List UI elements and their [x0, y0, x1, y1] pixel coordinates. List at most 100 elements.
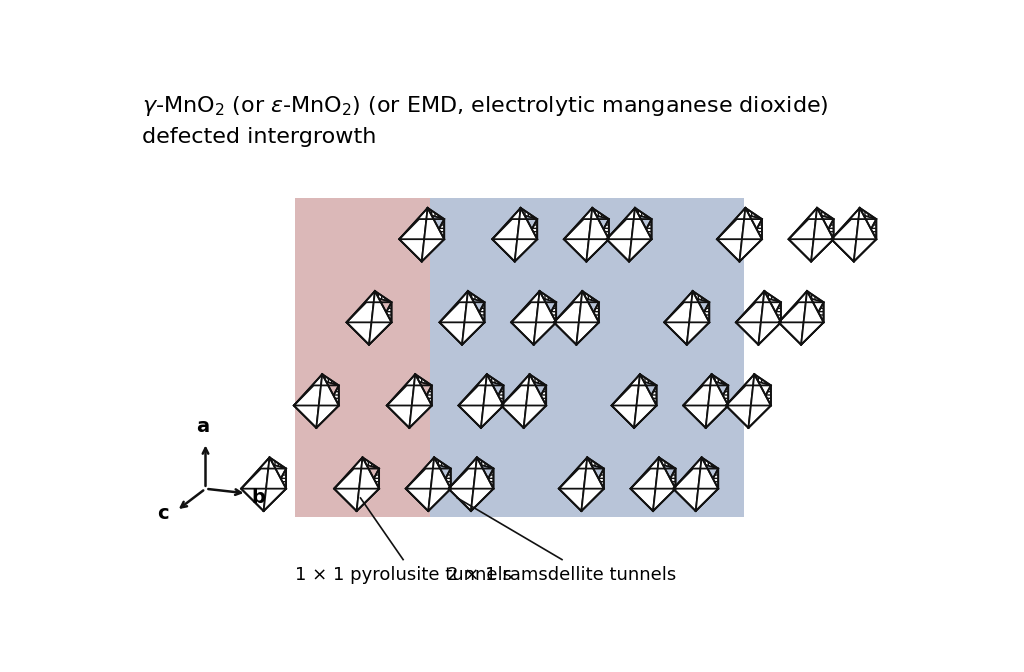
- Polygon shape: [462, 291, 484, 345]
- Polygon shape: [523, 386, 546, 428]
- Polygon shape: [360, 458, 379, 468]
- Text: b: b: [251, 489, 265, 507]
- Polygon shape: [653, 458, 676, 511]
- Polygon shape: [515, 219, 538, 261]
- Polygon shape: [753, 374, 771, 386]
- Polygon shape: [419, 208, 428, 219]
- Polygon shape: [743, 208, 762, 219]
- Polygon shape: [356, 458, 379, 511]
- Polygon shape: [511, 291, 540, 345]
- Polygon shape: [854, 208, 877, 261]
- Polygon shape: [531, 291, 540, 302]
- Polygon shape: [858, 208, 877, 219]
- Polygon shape: [582, 458, 604, 511]
- Polygon shape: [422, 219, 444, 261]
- Polygon shape: [478, 374, 486, 386]
- Text: defected intergrowth: defected intergrowth: [142, 127, 377, 147]
- Polygon shape: [587, 208, 609, 261]
- Polygon shape: [410, 386, 432, 428]
- Polygon shape: [579, 458, 588, 468]
- Polygon shape: [449, 468, 471, 511]
- Polygon shape: [759, 302, 781, 345]
- Polygon shape: [737, 208, 745, 219]
- Polygon shape: [475, 458, 494, 468]
- Polygon shape: [717, 208, 745, 261]
- Polygon shape: [387, 386, 410, 428]
- Polygon shape: [521, 374, 529, 386]
- Text: $\gamma$-MnO$_2$ (or $\epsilon$-MnO$_2$) (or EMD, electrolytic manganese dioxide: $\gamma$-MnO$_2$ (or $\epsilon$-MnO$_2$)…: [142, 93, 828, 118]
- Polygon shape: [573, 291, 583, 302]
- Bar: [430, 198, 744, 517]
- Polygon shape: [534, 291, 556, 345]
- Polygon shape: [629, 219, 651, 261]
- Polygon shape: [399, 219, 422, 261]
- Polygon shape: [851, 208, 860, 219]
- Polygon shape: [673, 458, 701, 511]
- Polygon shape: [577, 302, 599, 345]
- Polygon shape: [653, 468, 676, 511]
- Polygon shape: [634, 386, 656, 428]
- Polygon shape: [369, 302, 391, 345]
- Polygon shape: [638, 374, 656, 386]
- Polygon shape: [710, 374, 728, 386]
- Polygon shape: [294, 386, 316, 428]
- Polygon shape: [801, 291, 823, 345]
- Polygon shape: [577, 291, 599, 345]
- Polygon shape: [410, 374, 432, 428]
- Polygon shape: [673, 468, 695, 511]
- Polygon shape: [294, 374, 323, 428]
- Polygon shape: [485, 374, 504, 386]
- Polygon shape: [538, 291, 556, 302]
- Polygon shape: [756, 291, 764, 302]
- Polygon shape: [693, 458, 701, 468]
- Polygon shape: [406, 468, 428, 511]
- Polygon shape: [582, 468, 604, 511]
- Polygon shape: [367, 291, 375, 302]
- Polygon shape: [631, 468, 653, 511]
- Polygon shape: [815, 208, 834, 219]
- Polygon shape: [493, 208, 520, 261]
- Polygon shape: [627, 208, 635, 219]
- Polygon shape: [554, 302, 577, 345]
- Polygon shape: [414, 374, 432, 386]
- Polygon shape: [449, 458, 477, 511]
- Polygon shape: [481, 386, 504, 428]
- Polygon shape: [428, 468, 451, 511]
- Polygon shape: [316, 374, 339, 428]
- Polygon shape: [261, 458, 269, 468]
- Polygon shape: [606, 219, 629, 261]
- Polygon shape: [745, 374, 755, 386]
- Polygon shape: [346, 291, 375, 345]
- Polygon shape: [633, 208, 651, 219]
- Polygon shape: [422, 208, 444, 261]
- Polygon shape: [699, 458, 718, 468]
- Polygon shape: [631, 458, 659, 511]
- Polygon shape: [426, 458, 434, 468]
- Polygon shape: [519, 208, 538, 219]
- Polygon shape: [471, 468, 494, 511]
- Polygon shape: [267, 458, 286, 468]
- Polygon shape: [559, 468, 582, 511]
- Polygon shape: [346, 302, 369, 345]
- Text: c: c: [157, 505, 169, 523]
- Polygon shape: [313, 374, 323, 386]
- Polygon shape: [587, 219, 609, 261]
- Polygon shape: [706, 386, 728, 428]
- Polygon shape: [581, 291, 599, 302]
- Polygon shape: [512, 208, 520, 219]
- Polygon shape: [471, 458, 494, 511]
- Polygon shape: [687, 291, 710, 345]
- Polygon shape: [684, 291, 692, 302]
- Polygon shape: [788, 208, 817, 261]
- Polygon shape: [739, 219, 762, 261]
- Text: 1 × 1 pyrolusite tunnels: 1 × 1 pyrolusite tunnels: [295, 566, 512, 584]
- Polygon shape: [808, 208, 817, 219]
- Polygon shape: [493, 219, 515, 261]
- Polygon shape: [778, 291, 807, 345]
- Polygon shape: [749, 374, 771, 428]
- Polygon shape: [460, 291, 468, 302]
- Polygon shape: [534, 302, 556, 345]
- Polygon shape: [564, 208, 592, 261]
- Polygon shape: [778, 302, 801, 345]
- Polygon shape: [241, 468, 263, 511]
